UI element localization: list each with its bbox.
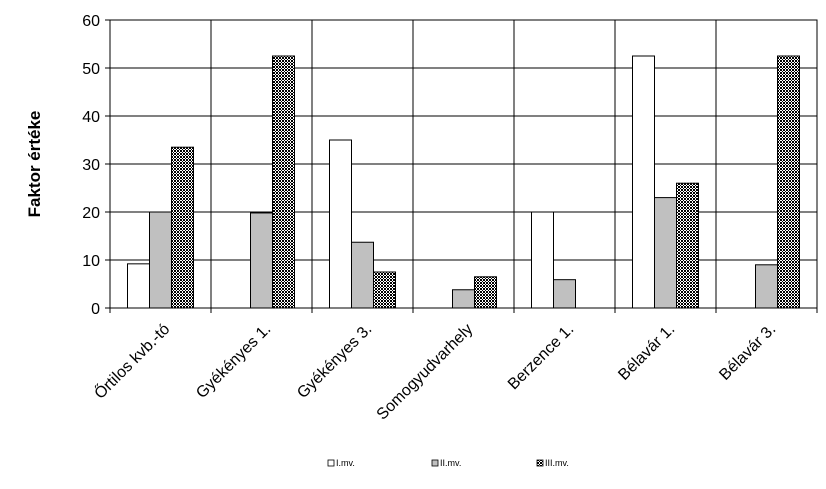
bar-3-6 xyxy=(676,182,699,309)
bar-1-5 xyxy=(531,211,554,309)
bar-3-2 xyxy=(272,55,295,309)
y-tick-labels: 0 10 20 30 40 50 60 xyxy=(82,13,100,318)
legend-swatch-2 xyxy=(431,459,439,467)
y-tick-label: 60 xyxy=(82,13,100,30)
bar-3-1 xyxy=(171,146,194,309)
legend-swatch-1 xyxy=(327,459,335,467)
y-tick-label: 10 xyxy=(82,253,100,270)
y-tick-label: 20 xyxy=(82,205,100,222)
y-tick-label: 40 xyxy=(82,109,100,126)
legend: I.mv. II.mv. III.mv. xyxy=(327,458,569,468)
gridlines xyxy=(110,19,817,308)
y-tick-label: 50 xyxy=(82,61,100,78)
x-tick-label: Gyékényes 1. xyxy=(193,321,274,402)
bar-3-4 xyxy=(474,276,497,309)
bar-2-6 xyxy=(654,197,677,309)
legend-label-2: II.mv. xyxy=(440,458,461,468)
bar-2-5 xyxy=(553,279,576,309)
y-axis-label: Faktor értéke xyxy=(25,111,44,218)
bars xyxy=(127,55,800,309)
bar-2-7 xyxy=(755,264,778,309)
x-tick-label: Bélavár 1. xyxy=(615,321,678,384)
x-tick-labels: Őrtilos kvb.-tó Gyékényes 1. Gyékényes 3.S… xyxy=(90,319,779,423)
x-tick-label: Somogyudvarhely xyxy=(374,321,477,424)
legend-label-3: III.mv. xyxy=(545,458,569,468)
bar-2-3 xyxy=(351,241,374,309)
x-tick-label: Őrtilos kvb.-tó xyxy=(90,319,173,402)
bar-3-3 xyxy=(373,271,396,309)
y-tick-label: 0 xyxy=(91,301,100,318)
bar-3-7 xyxy=(777,55,800,309)
bar-1-6 xyxy=(632,55,655,309)
bar-2-2 xyxy=(250,212,273,309)
bar-1-1 xyxy=(127,263,150,309)
legend-label-1: I.mv. xyxy=(336,458,355,468)
y-tick-label: 30 xyxy=(82,157,100,174)
axes xyxy=(105,19,818,313)
bar-2-1 xyxy=(149,211,172,309)
x-tick-label: Gyékényes 3. xyxy=(294,321,375,402)
x-tick-label: Berzence 1. xyxy=(505,321,577,393)
legend-swatch-3 xyxy=(536,459,544,467)
bar-1-3 xyxy=(329,139,352,309)
bar-2-4 xyxy=(452,289,475,309)
x-tick-label: Bélavár 3. xyxy=(716,321,779,384)
